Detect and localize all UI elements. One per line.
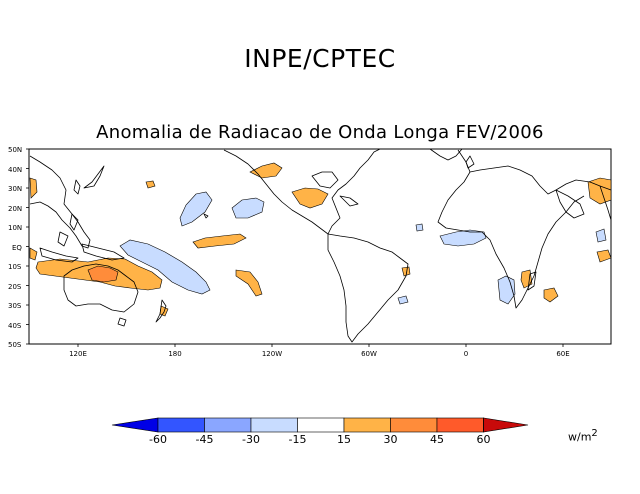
coastlines [29,148,612,343]
anomaly-region [595,228,607,243]
legend-swatch [204,417,252,433]
legend-label: 30 [384,433,398,446]
lat-label: 20S [8,283,22,291]
anomaly-region [29,247,38,261]
anomaly-region [235,269,263,297]
anomaly-region [401,266,411,277]
header-title: INPE/CPTEC [244,44,396,73]
legend-label: -45 [196,433,214,446]
lat-label: 10S [8,263,22,271]
lat-label: 50N [8,146,22,154]
lat-label: 30N [8,185,22,193]
lat-label: 40N [8,166,22,174]
legend-label: -30 [242,433,260,446]
units-base: w/m [568,430,592,444]
anomaly-region [543,287,559,303]
legend-swatch [436,417,484,433]
legend-swatch [297,417,345,433]
latitude-labels: 50N 40N 30N 20N 10N EQ 10S 20S 30S 40S 5… [8,146,22,349]
legend-label: -15 [289,433,307,446]
lon-label: 120W [262,350,282,358]
color-legend [111,417,529,433]
anomaly-region [29,177,38,199]
lat-label: 30S [8,302,22,310]
lon-label: 180 [168,350,181,358]
anomaly-region [587,177,612,205]
negative-anomaly-regions [119,191,607,305]
lon-label: 120E [69,350,87,358]
map-frame [28,148,612,345]
anomaly-core [87,265,119,283]
legend-label: 45 [430,433,444,446]
legend-swatch [111,417,159,433]
anomaly-region [291,187,329,209]
legend-swatch [343,417,391,433]
anomaly-region [145,180,156,189]
anomaly-region [397,295,409,305]
legend-label: 15 [337,433,351,446]
legend-swatch [390,417,438,433]
legend-swatch [250,417,298,433]
lat-label: 40S [8,322,22,330]
lat-label: 50S [8,341,22,349]
lon-label: 60W [361,350,377,358]
anomaly-region [520,269,533,289]
positive-anomaly-core [87,265,119,283]
anomaly-region [179,191,213,227]
map-title: Anomalia de Radiacao de Onda Longa FEV/2… [96,122,544,143]
legend-labels: -60 -45 -30 -15 15 30 45 60 [149,433,490,446]
longitude-ticks [77,344,564,347]
lat-label: 10N [8,224,22,232]
longitude-labels: 120E 180 120W 60W 0 60E [69,350,570,358]
lat-label: 20N [8,205,22,213]
anomaly-region [497,275,516,305]
legend-swatch [483,417,529,433]
units-exponent: 2 [591,428,598,439]
anomaly-region [415,223,424,232]
anomaly-region [439,229,487,247]
anomaly-region [231,197,265,219]
legend-swatch [157,417,205,433]
anomaly-region [192,233,247,249]
legend-label: -60 [149,433,167,446]
anomaly-region [596,249,612,263]
legend-label: 60 [477,433,491,446]
lat-label: EQ [12,244,22,252]
lon-label: 60E [556,350,569,358]
lon-label: 0 [464,350,468,358]
anomaly-region [119,239,211,295]
latitude-ticks [26,148,29,345]
legend-units: w/m2 [568,428,598,444]
